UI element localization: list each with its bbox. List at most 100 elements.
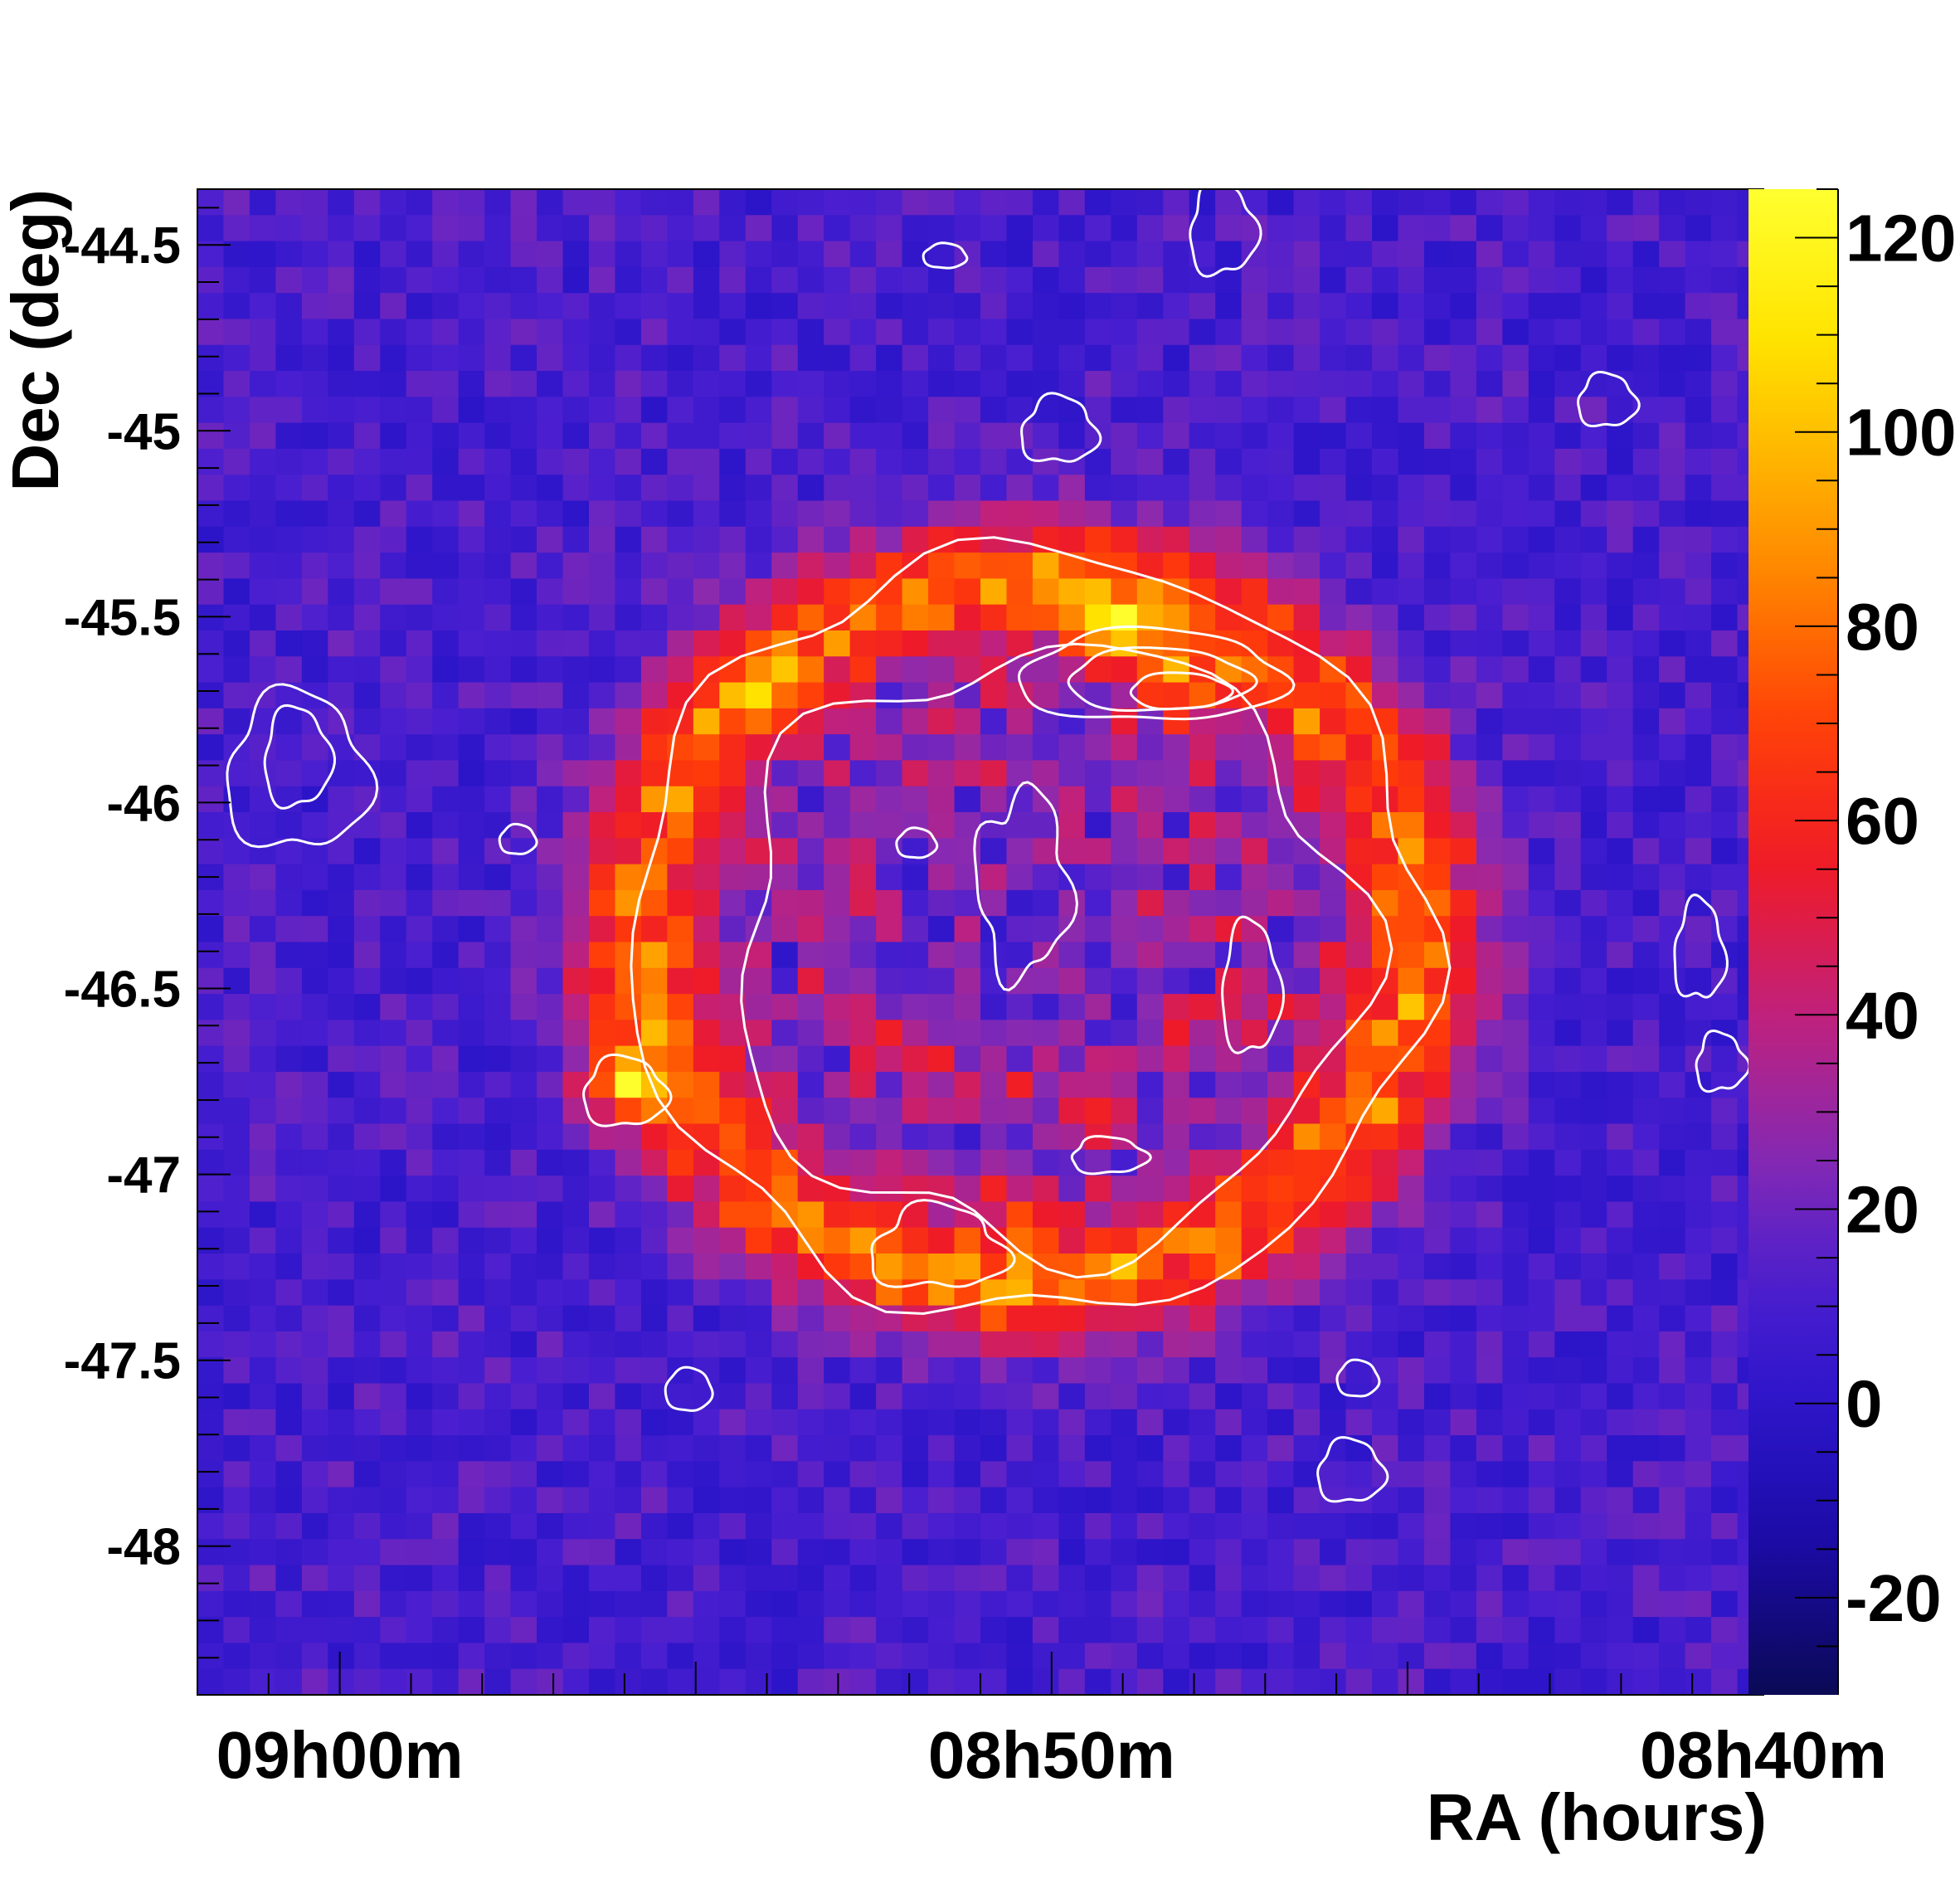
heatmap-cell <box>1659 864 1686 891</box>
heatmap-cell <box>510 889 537 917</box>
heatmap-cell <box>980 1435 1008 1462</box>
heatmap-cell <box>902 319 929 346</box>
heatmap-cell <box>1607 1435 1634 1462</box>
heatmap-cell <box>640 1565 668 1592</box>
heatmap-cell <box>1345 1643 1373 1670</box>
heatmap-cell <box>353 397 381 424</box>
heatmap-cell <box>1476 1643 1503 1670</box>
heatmap-cell <box>1685 1227 1712 1254</box>
radio-contour <box>895 826 939 859</box>
heatmap-cell <box>771 397 799 424</box>
heatmap-cell <box>1685 656 1712 684</box>
heatmap-cell <box>1320 344 1347 372</box>
heatmap-cell <box>1372 1201 1399 1229</box>
heatmap-cell <box>1450 1409 1477 1436</box>
heatmap-cell <box>1372 293 1399 320</box>
heatmap-cell <box>615 293 642 320</box>
heatmap-cell <box>1241 1098 1268 1125</box>
heatmap-cell <box>640 475 668 502</box>
heatmap-cell <box>980 1331 1008 1358</box>
heatmap-cell <box>928 1461 956 1488</box>
heatmap-cell <box>719 553 747 579</box>
heatmap-cell <box>1502 889 1530 917</box>
heatmap-cell <box>1136 994 1164 1020</box>
heatmap-cell <box>1476 1149 1503 1176</box>
heatmap-cell <box>1320 760 1347 787</box>
heatmap-cell <box>1685 1201 1712 1229</box>
heatmap-cell <box>1502 1512 1530 1540</box>
heatmap-cell <box>1293 1123 1320 1151</box>
heatmap-cell <box>1345 1279 1373 1307</box>
heatmap-cell <box>902 1071 929 1098</box>
heatmap-cell <box>1032 1331 1059 1358</box>
heatmap-cell <box>380 1279 407 1307</box>
heatmap-cell <box>1476 189 1503 216</box>
heatmap-cell <box>1685 475 1712 502</box>
heatmap-cell <box>1632 1487 1660 1514</box>
heatmap-cell <box>771 475 799 502</box>
heatmap-cell <box>1111 1098 1138 1125</box>
heatmap-cell <box>1345 1590 1373 1618</box>
heatmap-cell <box>640 1098 668 1125</box>
heatmap-cell <box>640 942 668 969</box>
heatmap-cell <box>458 500 485 528</box>
heatmap-cell <box>693 708 720 735</box>
heatmap-cell <box>1293 1461 1320 1488</box>
heatmap-cell <box>484 630 512 657</box>
heatmap-cell <box>615 475 642 502</box>
heatmap-cell <box>1267 1071 1295 1098</box>
heatmap-cell <box>1685 812 1712 839</box>
heatmap-cell <box>1632 682 1660 709</box>
heatmap-cell <box>562 500 590 528</box>
heatmap-cell <box>510 422 537 450</box>
heatmap-cell <box>1423 371 1451 397</box>
heatmap-cell <box>197 994 225 1020</box>
heatmap-cell <box>1450 553 1477 579</box>
heatmap-cell <box>1659 189 1686 216</box>
heatmap-cell <box>1607 838 1634 865</box>
heatmap-cell <box>301 1331 328 1358</box>
heatmap-cell <box>1528 1227 1555 1254</box>
heatmap-cell <box>223 1020 250 1047</box>
heatmap-cell <box>824 708 851 735</box>
heatmap-cell <box>693 942 720 969</box>
heatmap-cell <box>1267 500 1295 528</box>
heatmap-cell <box>1423 1279 1451 1307</box>
heatmap-cell <box>1215 734 1243 762</box>
heatmap-cell <box>458 319 485 346</box>
heatmap-cell <box>1607 734 1634 762</box>
heatmap-cell <box>928 215 956 242</box>
heatmap-cell <box>1267 1331 1295 1358</box>
heatmap-cell <box>876 1357 903 1385</box>
heatmap-cell <box>640 708 668 735</box>
heatmap-cell <box>1293 500 1320 528</box>
heatmap-cell <box>1685 630 1712 657</box>
heatmap-cell <box>301 942 328 969</box>
heatmap-cell <box>1006 553 1033 579</box>
heatmap-cell <box>589 241 616 268</box>
heatmap-cell <box>1058 1461 1086 1488</box>
heatmap-cell <box>301 475 328 502</box>
heatmap-cell <box>301 1227 328 1254</box>
heatmap-cell <box>275 1512 303 1540</box>
heatmap-cell <box>510 604 537 631</box>
heatmap-cell <box>1345 1512 1373 1540</box>
heatmap-cell <box>328 1435 355 1462</box>
heatmap-cell <box>1659 1149 1686 1176</box>
heatmap-cell <box>1345 500 1373 528</box>
heatmap-cell <box>197 397 225 424</box>
heatmap-cell <box>1372 1149 1399 1176</box>
heatmap-cell <box>510 838 537 865</box>
heatmap-cell <box>954 708 981 735</box>
heatmap-cell <box>693 1227 720 1254</box>
heatmap-cell <box>640 397 668 424</box>
heatmap-cell <box>1345 526 1373 553</box>
heatmap-cell <box>223 189 250 216</box>
heatmap-cell <box>510 371 537 397</box>
heatmap-cell <box>458 1227 485 1254</box>
heatmap-cell <box>589 864 616 891</box>
heatmap-cell <box>380 708 407 735</box>
heatmap-cell <box>667 397 694 424</box>
heatmap-cell <box>1084 916 1111 943</box>
heatmap-cell <box>1084 1331 1111 1358</box>
